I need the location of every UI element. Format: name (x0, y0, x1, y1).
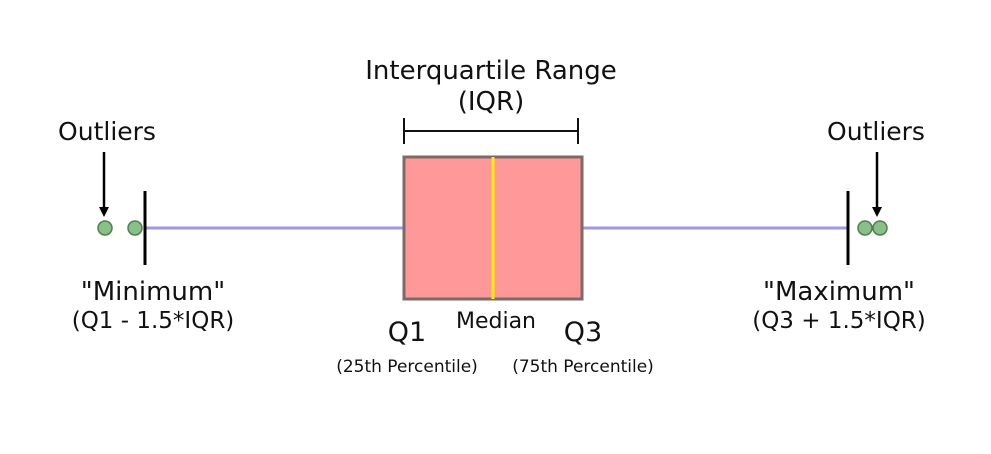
outlier-point (857, 220, 873, 236)
outlier-point (127, 220, 143, 236)
maximum-label: "Maximum" (763, 277, 915, 307)
q1-percentile: (25th Percentile) (336, 357, 478, 377)
outliers-left-label: Outliers (58, 117, 156, 146)
outlier-point (872, 220, 888, 236)
iqr-title-abbrev: (IQR) (458, 87, 525, 117)
outlier-point (97, 220, 113, 236)
median-label: Median (456, 309, 536, 334)
q3-label: Q3 (564, 317, 602, 348)
q1-label: Q1 (388, 317, 426, 348)
minimum-formula: (Q1 - 1.5*IQR) (72, 308, 235, 334)
q3-percentile: (75th Percentile) (512, 357, 654, 377)
iqr-title: Interquartile Range (365, 56, 616, 86)
iqr-bracket (403, 118, 579, 144)
minimum-label: "Minimum" (81, 277, 225, 307)
maximum-formula: (Q3 + 1.5*IQR) (752, 308, 926, 334)
outliers-right-label: Outliers (827, 117, 925, 146)
